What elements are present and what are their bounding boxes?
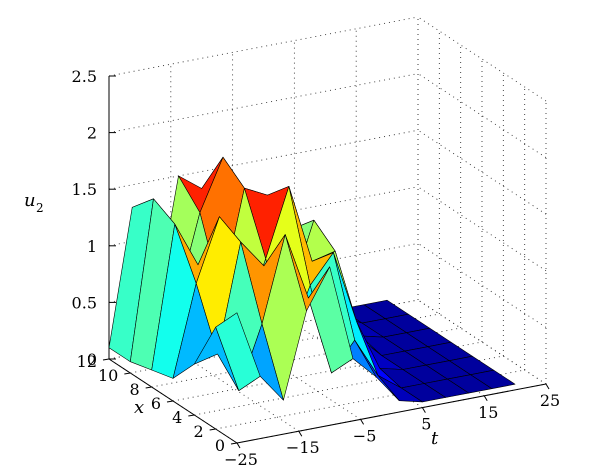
t-tick-mark <box>483 395 488 402</box>
x-tick-label: 0 <box>215 436 225 455</box>
t-tick-label: 25 <box>540 391 560 410</box>
x-tick-mark <box>209 428 216 431</box>
t-tick-mark <box>421 407 426 413</box>
x-tick-mark <box>124 372 131 375</box>
x-tick-mark <box>166 400 174 403</box>
x-tick-label: 10 <box>98 366 118 385</box>
t-tick-label: 5 <box>421 415 431 434</box>
z-axis-label-subscript: 2 <box>36 201 44 215</box>
grid-line <box>108 129 419 190</box>
z-axis-label-main: u <box>24 190 36 211</box>
x-tick-label: 8 <box>129 380 139 399</box>
z-tick-label: 0.5 <box>72 293 97 312</box>
z-tick-label: 1 <box>87 237 97 256</box>
t-tick-label: −15 <box>286 438 320 457</box>
t-tick-mark <box>236 442 241 449</box>
t-tick-mark <box>545 383 550 390</box>
z-tick-label: 1.5 <box>72 180 97 199</box>
grid-line <box>417 129 547 215</box>
x-tick-label: 12 <box>77 352 97 371</box>
grid-line <box>417 299 547 385</box>
z-tick-label: 2.5 <box>72 67 97 86</box>
t-tick-mark <box>298 430 303 437</box>
grid-line <box>417 186 547 272</box>
grid-line <box>170 346 300 432</box>
x-tick-mark <box>145 386 152 389</box>
t-axis-label: t <box>431 428 439 449</box>
x-axis-label: x <box>134 397 144 418</box>
x-tick-mark <box>230 442 238 445</box>
grid-line <box>417 73 547 158</box>
z-tick-label: 2 <box>87 124 97 143</box>
surface <box>108 156 516 403</box>
t-tick-label: −5 <box>353 426 377 445</box>
t-tick-label: −25 <box>224 450 258 469</box>
t-axis-line <box>236 383 547 444</box>
x-tick-label: 2 <box>193 422 203 441</box>
x-tick-mark <box>188 414 195 417</box>
grid-line <box>108 73 419 134</box>
grid-line <box>108 16 419 77</box>
axes <box>102 75 550 449</box>
surface-patch <box>215 312 261 391</box>
x-tick-label: 6 <box>151 394 161 413</box>
t-tick-mark <box>360 419 365 425</box>
grid-line <box>417 243 547 328</box>
x-tick-label: 4 <box>172 408 182 427</box>
t-tick-label: 15 <box>478 403 498 422</box>
z-axis-label: u 2 <box>24 190 44 215</box>
grid-line <box>417 16 547 102</box>
x-tick-mark <box>102 358 110 361</box>
z-tick-label: 0 <box>87 350 97 369</box>
